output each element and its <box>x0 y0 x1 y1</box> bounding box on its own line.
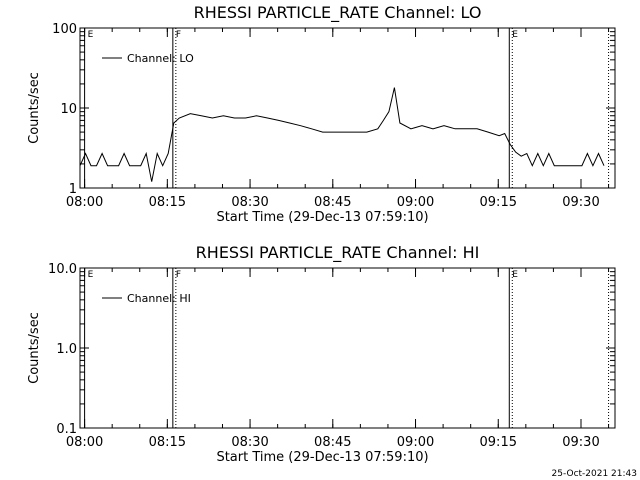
ytick-label: 10 <box>60 102 77 117</box>
xtick-label: 09:00 <box>397 435 434 450</box>
xtick-label: 08:15 <box>149 195 186 210</box>
xtick-label: 09:30 <box>562 435 599 450</box>
xtick-label: 09:15 <box>480 435 517 450</box>
x-axis-label: Start Time (29-Dec-13 07:59:10) <box>216 450 428 465</box>
legend-label: Channel: HI <box>127 292 191 305</box>
xtick-label: 08:00 <box>66 195 103 210</box>
event-label: E <box>88 270 94 280</box>
xtick-label: 09:00 <box>397 195 434 210</box>
ytick-label: 1.0 <box>56 342 77 357</box>
chart-title-hi: RHESSI PARTICLE_RATE Channel: HI <box>196 243 480 263</box>
xtick-label: 09:30 <box>562 195 599 210</box>
chart-title-lo: RHESSI PARTICLE_RATE Channel: LO <box>194 3 482 23</box>
y-axis-label: Counts/sec <box>27 312 42 384</box>
ytick-label: 1 <box>69 182 77 197</box>
xtick-label: 08:30 <box>231 435 268 450</box>
xtick-label: 08:00 <box>66 435 103 450</box>
footer-timestamp: 25-Oct-2021 21:43 <box>552 469 637 479</box>
y-axis-label: Counts/sec <box>27 72 42 144</box>
event-label: E <box>512 270 518 280</box>
xtick-label: 09:15 <box>480 195 517 210</box>
legend-label: Channel: LO <box>127 52 194 65</box>
event-label: E <box>512 30 518 40</box>
xtick-label: 08:45 <box>314 435 351 450</box>
event-label: F <box>176 270 181 280</box>
xtick-label: 08:30 <box>231 195 268 210</box>
ytick-label: 0.1 <box>56 422 77 437</box>
event-label: E <box>88 30 94 40</box>
xtick-label: 08:15 <box>149 435 186 450</box>
ytick-label: 10.0 <box>48 262 77 277</box>
ytick-label: 100 <box>52 22 77 37</box>
xtick-label: 08:45 <box>314 195 351 210</box>
series-line-lo <box>79 87 605 182</box>
event-label: F <box>176 30 181 40</box>
x-axis-label: Start Time (29-Dec-13 07:59:10) <box>216 210 428 225</box>
